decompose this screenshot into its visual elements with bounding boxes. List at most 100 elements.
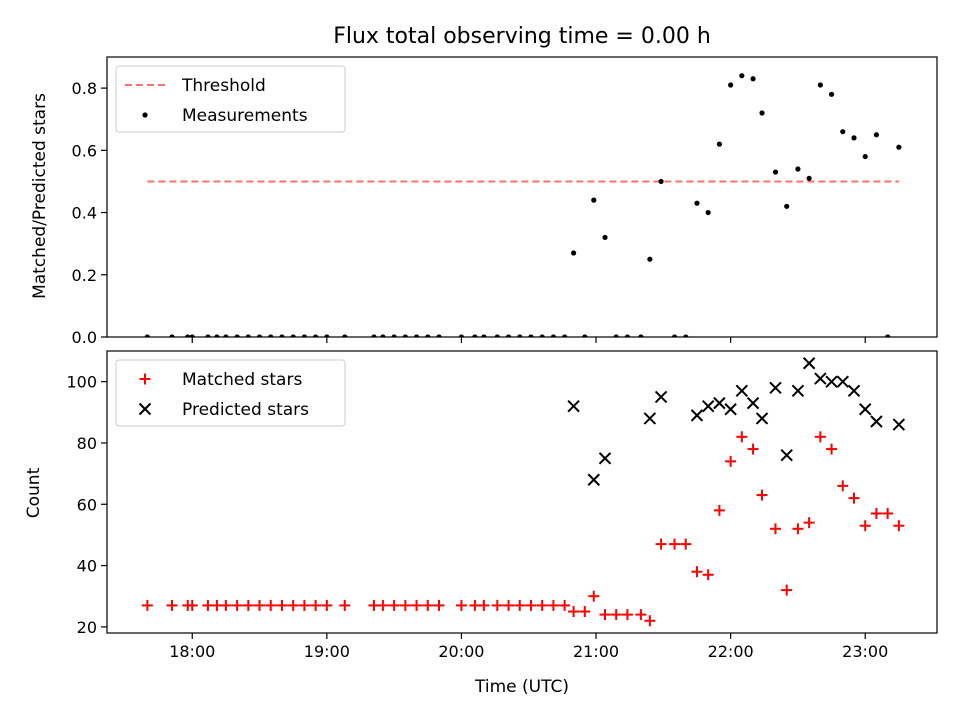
plot-area <box>141 357 906 627</box>
data-point <box>725 455 737 467</box>
count-panel: 18:00 19:00 20:00 21:00 22:00 23:00 20 40 60 80 10… <box>66 350 938 661</box>
data-point <box>413 334 420 337</box>
data-point <box>759 110 765 116</box>
y-axis-label-ratio: Matched/Predicted stars <box>30 93 50 299</box>
data-point <box>680 538 692 550</box>
data-point <box>528 334 534 337</box>
data-point <box>265 599 277 611</box>
data-point <box>568 606 580 618</box>
data-point <box>769 523 781 535</box>
data-point <box>624 334 631 337</box>
data-point <box>847 384 861 398</box>
data-point <box>144 334 150 337</box>
y-tick-label: 40 <box>77 557 97 576</box>
data-point <box>141 599 153 611</box>
data-point <box>582 334 588 337</box>
data-point <box>806 175 812 181</box>
data-point <box>705 209 711 216</box>
legend-swatch <box>138 402 152 416</box>
legend-entry: Predicted stars <box>138 400 309 420</box>
data-point <box>570 250 577 256</box>
data-point <box>433 599 445 611</box>
data-point <box>669 538 681 550</box>
data-point <box>422 599 434 611</box>
data-point <box>478 599 490 611</box>
data-point <box>713 504 725 516</box>
y-tick-label: 20 <box>77 618 97 637</box>
data-point <box>472 334 478 337</box>
data-point <box>792 523 804 535</box>
data-point <box>690 409 704 422</box>
data-point <box>683 334 689 337</box>
data-point <box>873 132 880 138</box>
data-point <box>862 153 868 160</box>
data-point <box>772 169 779 175</box>
plot-area <box>144 73 902 337</box>
data-point <box>724 403 737 416</box>
data-point <box>494 334 500 337</box>
data-point <box>579 606 591 618</box>
data-point <box>825 375 838 388</box>
data-point <box>885 334 891 337</box>
data-point <box>214 334 220 337</box>
series-matched-stars <box>141 431 905 627</box>
data-point <box>339 599 351 611</box>
legend-entry: Matched stars <box>139 370 302 390</box>
data-point <box>655 538 667 550</box>
data-point <box>647 256 653 262</box>
data-point <box>610 609 622 621</box>
data-point <box>371 334 377 337</box>
data-point <box>298 599 310 611</box>
data-point <box>882 507 894 519</box>
data-point <box>658 178 664 185</box>
axes-frame <box>106 56 938 338</box>
y-tick-label: 0.0 <box>72 328 97 347</box>
y-tick-label: 0.4 <box>72 204 97 223</box>
data-point <box>245 334 251 337</box>
data-point <box>377 599 389 611</box>
x-tick-label: 20:00 <box>438 642 484 661</box>
data-point <box>517 334 523 337</box>
data-point <box>205 334 211 337</box>
data-point <box>380 334 386 337</box>
data-point <box>739 73 745 79</box>
data-point <box>455 599 467 611</box>
data-point <box>550 334 557 337</box>
x-tick-label: 23:00 <box>842 642 888 661</box>
data-point <box>780 449 793 462</box>
legend-box <box>115 65 346 133</box>
data-point <box>391 334 397 337</box>
data-point <box>256 334 263 337</box>
data-point <box>859 403 872 416</box>
data-point <box>536 599 548 611</box>
data-point <box>539 334 545 337</box>
data-point <box>713 396 726 410</box>
data-point <box>567 399 580 413</box>
legend-label: Matched stars <box>182 370 302 390</box>
data-point <box>602 234 608 241</box>
data-point <box>769 381 782 394</box>
data-point <box>621 609 633 621</box>
data-point <box>436 334 442 337</box>
data-point <box>736 431 748 443</box>
data-point <box>186 599 198 611</box>
data-point <box>588 590 600 602</box>
data-point <box>313 334 319 337</box>
data-point <box>220 599 232 611</box>
data-point <box>791 384 805 398</box>
series-measurements <box>144 73 902 337</box>
data-point <box>702 569 714 581</box>
data-point <box>223 334 229 337</box>
data-point <box>547 599 559 611</box>
data-point <box>290 334 296 337</box>
data-point <box>598 452 612 465</box>
data-point <box>701 399 715 413</box>
data-point <box>599 609 611 621</box>
data-point <box>185 334 191 337</box>
data-point <box>458 334 465 337</box>
data-point <box>893 520 905 532</box>
data-point <box>310 599 322 611</box>
axes-frame <box>106 350 938 634</box>
data-point <box>399 599 411 611</box>
data-point <box>242 599 254 611</box>
